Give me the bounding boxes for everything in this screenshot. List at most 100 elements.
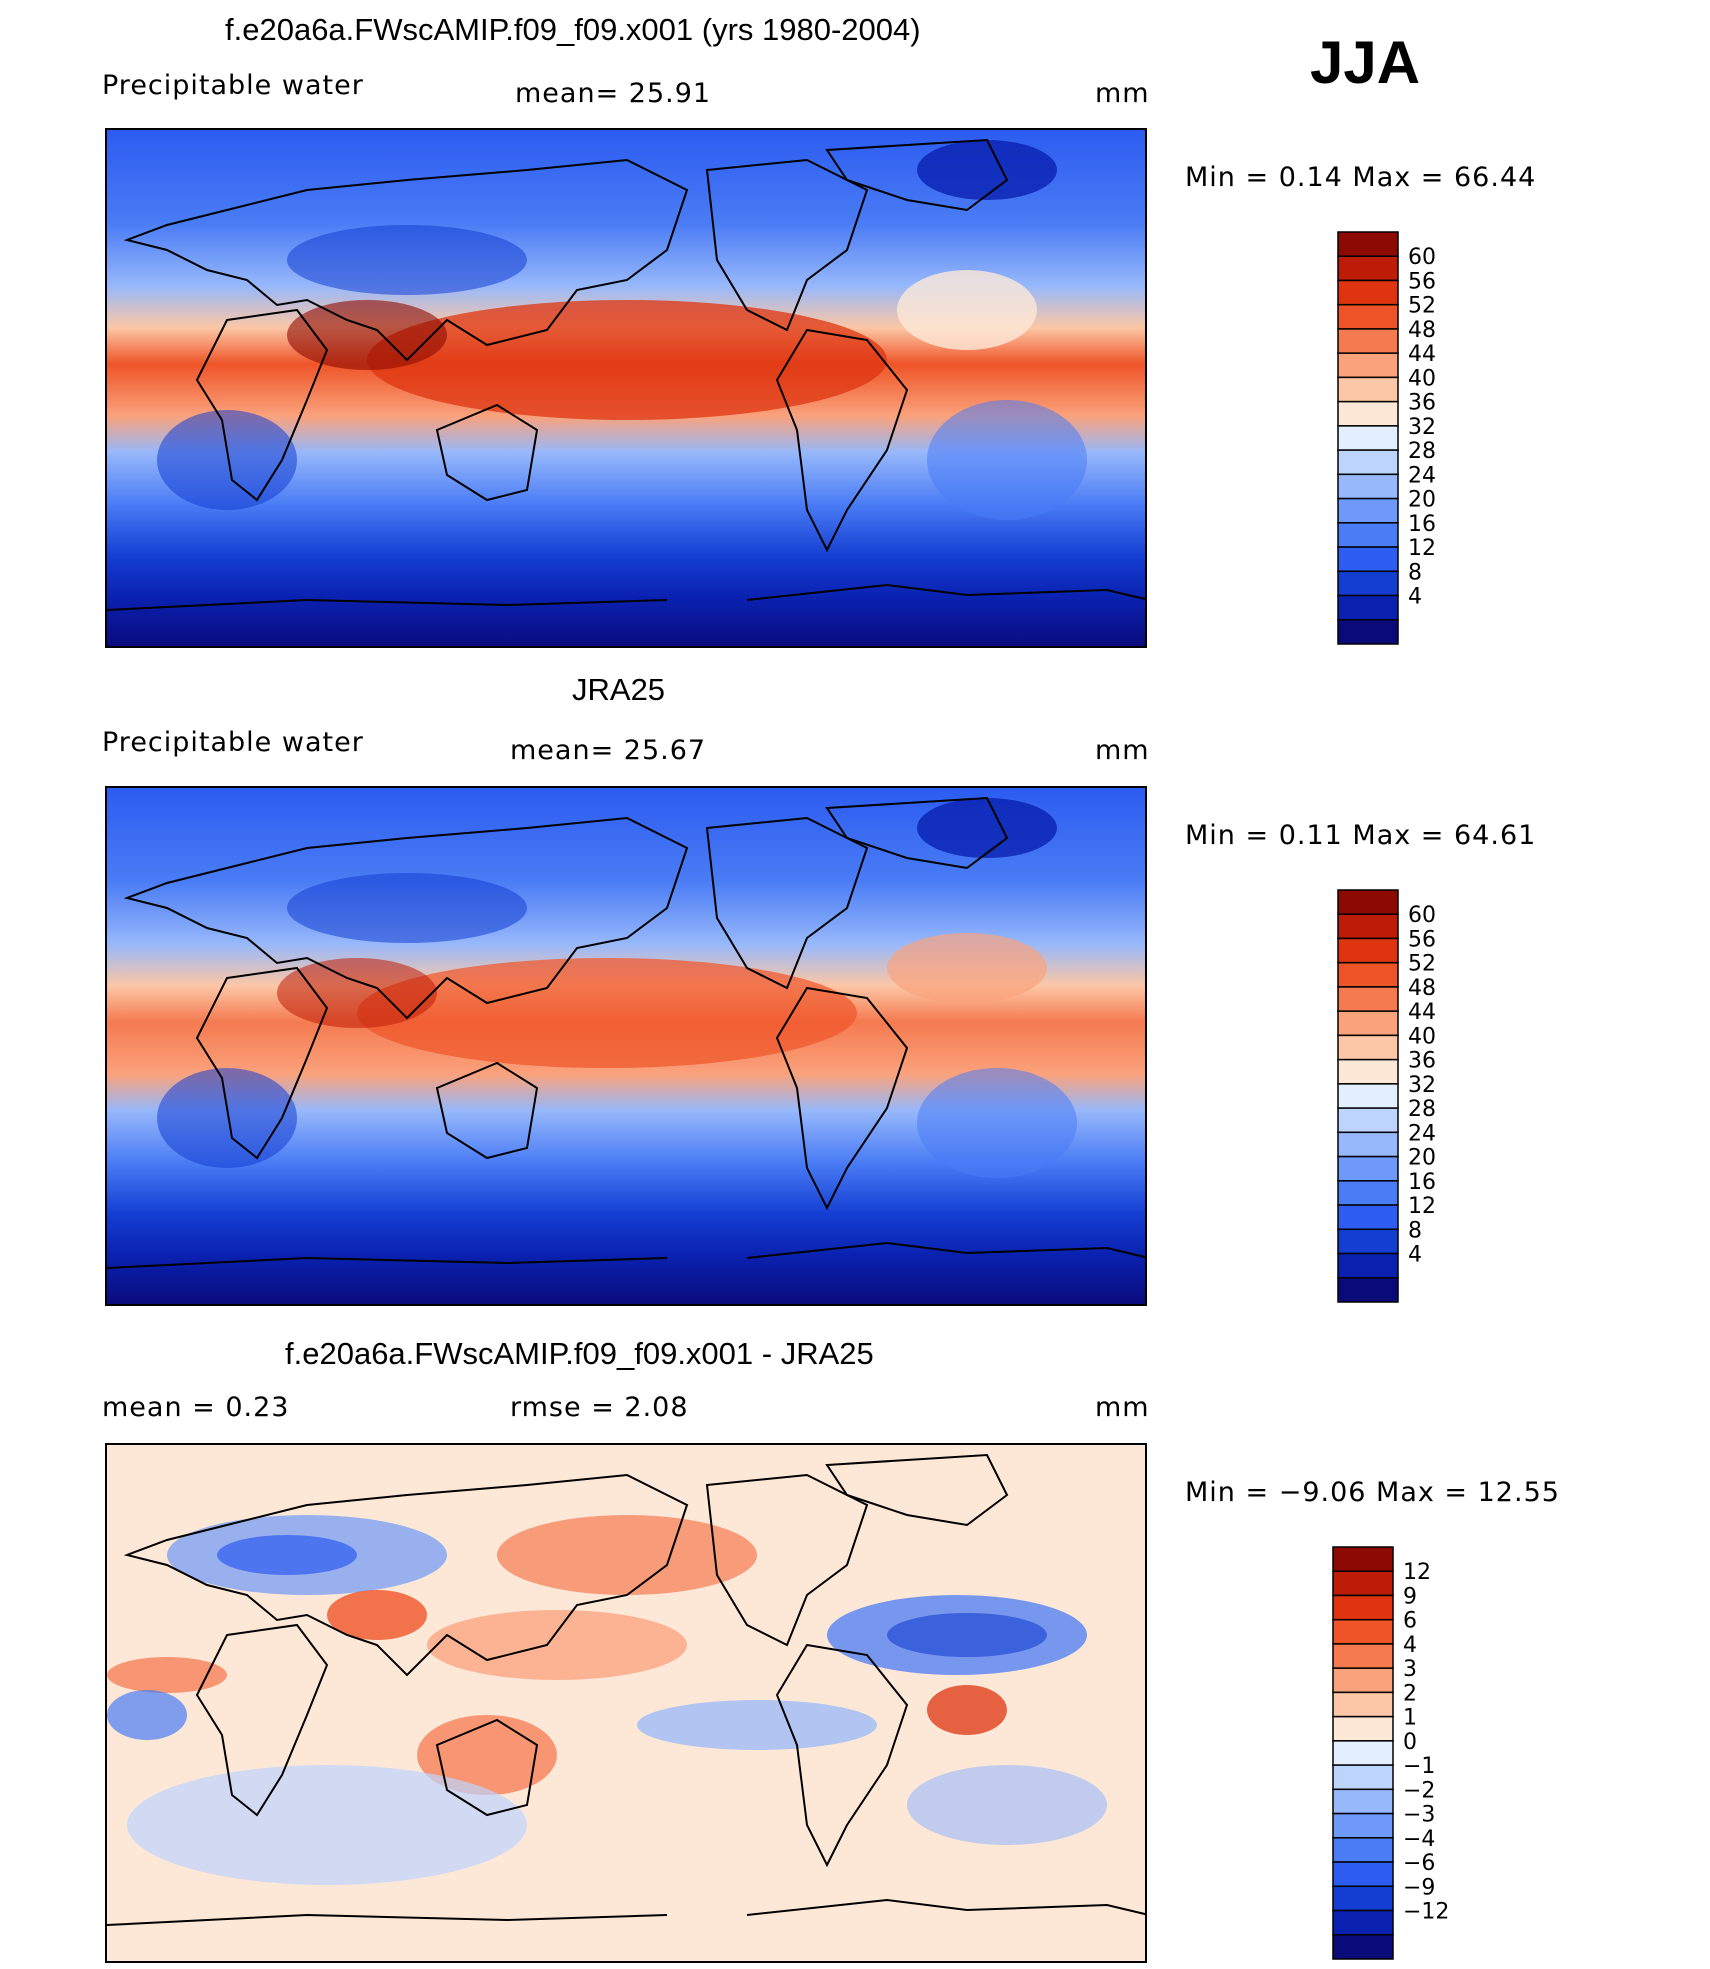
colorbar-swatch: [1332, 1715, 1394, 1742]
colorbar-swatch: [1337, 913, 1399, 940]
colorbar-tick-label: 9: [1403, 1584, 1417, 1609]
colorbar-tick-label: 24: [1408, 1121, 1436, 1146]
colorbar-tick-label: −12: [1403, 1900, 1449, 1925]
colorbar-swatch: [1337, 1155, 1399, 1182]
colorbar-tick-label: 4: [1408, 585, 1422, 610]
colorbar-swatch: [1337, 1131, 1399, 1158]
colorbar-swatch: [1337, 303, 1399, 330]
colorbar-swatch: [1337, 497, 1399, 524]
colorbar-swatch: [1337, 473, 1399, 500]
colorbar-swatch: [1332, 1618, 1394, 1645]
colorbar-tick-label: 8: [1408, 560, 1422, 585]
colorbar-tick-label: 3: [1403, 1657, 1417, 1682]
colorbar-swatch: [1337, 1204, 1399, 1231]
colorbar-tick-label: 12: [1408, 536, 1436, 561]
colorbar-swatch: [1337, 1228, 1399, 1255]
panel-2-mean: mean= 25.67: [510, 735, 707, 766]
colorbar-swatch: [1332, 1570, 1394, 1597]
colorbar-tick-label: 56: [1408, 269, 1436, 294]
colorbar-tick-label: −9: [1403, 1875, 1435, 1900]
colorbar-swatch: [1337, 1058, 1399, 1085]
colorbar-tick-label: 28: [1408, 439, 1436, 464]
colorbar-tick-label: −3: [1403, 1803, 1435, 1828]
colorbar-tick-label: −1: [1403, 1754, 1435, 1779]
panel-3-unit: mm: [1095, 1392, 1150, 1423]
colorbar-swatch: [1337, 400, 1399, 427]
colorbar-tick-label: 32: [1408, 1073, 1436, 1098]
colorbar-tick-label: 32: [1408, 415, 1436, 440]
colorbar-swatch: [1337, 376, 1399, 403]
colorbar-tick-label: 60: [1408, 245, 1436, 270]
colorbar-tick-label: 20: [1408, 488, 1436, 513]
panel-3-title: f.e20a6a.FWscAMIP.f09_f09.x001 - JRA25: [285, 1336, 874, 1371]
colorbar-tick-label: 16: [1408, 1170, 1436, 1195]
colorbar-swatch: [1332, 1594, 1394, 1621]
colorbar-tick-label: 52: [1408, 294, 1436, 319]
colorbar-tick-label: 60: [1408, 903, 1436, 928]
colorbar-swatch: [1337, 279, 1399, 306]
panel-2-map: [105, 786, 1147, 1306]
colorbar-tick-label: 40: [1408, 1024, 1436, 1049]
colorbar-swatch: [1332, 1934, 1394, 1960]
panel-2-map-svg: [107, 788, 1145, 1304]
colorbar-tick-label: 40: [1408, 366, 1436, 391]
panel-1-colorbar-swatches: [1337, 231, 1399, 645]
colorbar-tick-label: 8: [1408, 1218, 1422, 1243]
colorbar-swatch: [1337, 1107, 1399, 1134]
panel-3-map: [105, 1443, 1147, 1963]
colorbar-tick-label: 4: [1408, 1243, 1422, 1268]
colorbar-swatch: [1337, 1252, 1399, 1279]
colorbar-swatch: [1337, 231, 1399, 257]
colorbar-tick-label: 36: [1408, 1049, 1436, 1074]
colorbar-tick-label: 16: [1408, 512, 1436, 537]
colorbar-swatch: [1332, 1909, 1394, 1936]
colorbar-tick-label: 4: [1403, 1633, 1417, 1658]
panel-2-variable: Precipitable water: [102, 727, 364, 758]
colorbar-tick-label: 0: [1403, 1730, 1417, 1755]
panel-2-title: JRA25: [572, 672, 666, 707]
colorbar-swatch: [1337, 255, 1399, 282]
colorbar-swatch: [1337, 1277, 1399, 1303]
colorbar-swatch: [1332, 1546, 1394, 1572]
colorbar-swatch: [1332, 1740, 1394, 1766]
colorbar-tick-label: 1: [1403, 1706, 1417, 1731]
panel-1-title: f.e20a6a.FWscAMIP.f09_f09.x001 (yrs 1980…: [225, 12, 921, 47]
panel-3-colorbar-swatches: [1332, 1546, 1394, 1960]
colorbar-swatch: [1332, 1643, 1394, 1669]
colorbar-tick-label: 12: [1408, 1194, 1436, 1219]
colorbar-tick-label: 20: [1408, 1146, 1436, 1171]
colorbar-tick-label: 48: [1408, 318, 1436, 343]
colorbar-tick-label: 24: [1408, 463, 1436, 488]
colorbar-swatch: [1337, 352, 1399, 379]
colorbar-swatch: [1337, 986, 1399, 1012]
panel-1-variable: Precipitable water: [102, 70, 364, 101]
season-label: JJA: [1310, 29, 1421, 96]
colorbar-tick-label: 36: [1408, 391, 1436, 416]
colorbar-tick-label: 52: [1408, 952, 1436, 977]
colorbar-tick-label: 28: [1408, 1097, 1436, 1122]
panel-1-mean: mean= 25.91: [515, 78, 712, 109]
colorbar-swatch: [1337, 1010, 1399, 1037]
colorbar-swatch: [1332, 1788, 1394, 1815]
colorbar-swatch: [1337, 1034, 1399, 1061]
panel-3-minmax: Min = −9.06 Max = 12.55: [1185, 1477, 1560, 1508]
panel-1-minmax: Min = 0.14 Max = 66.44: [1185, 162, 1537, 193]
colorbar-swatch: [1337, 1083, 1399, 1109]
panel-1-map: [105, 128, 1147, 648]
panel-3-rmse: rmse = 2.08: [510, 1392, 689, 1423]
panel-1-map-svg: [107, 130, 1145, 646]
colorbar-tick-label: −2: [1403, 1778, 1435, 1803]
colorbar-swatch: [1337, 425, 1399, 451]
colorbar-swatch: [1332, 1885, 1394, 1912]
colorbar-swatch: [1332, 1837, 1394, 1863]
panel-3-mean: mean = 0.23: [102, 1392, 290, 1423]
panel-2-colorbar-swatches: [1337, 889, 1399, 1303]
colorbar-swatch: [1337, 449, 1399, 476]
panel-1-unit: mm: [1095, 78, 1150, 109]
